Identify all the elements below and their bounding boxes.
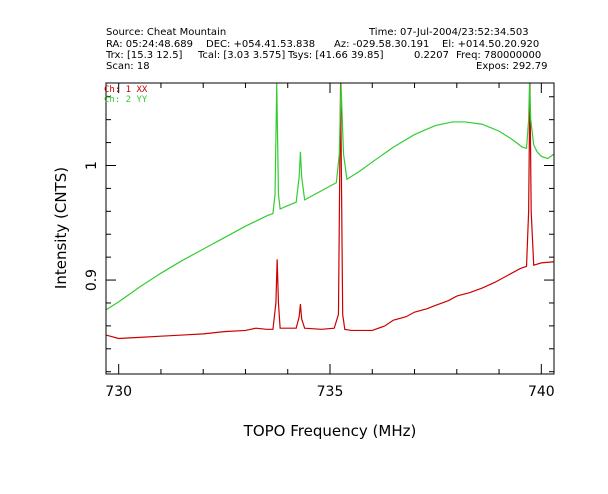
- header-tcal: Tcal: [3.03 3.575]: [198, 50, 286, 61]
- header-scan: Scan: 18: [106, 61, 150, 72]
- series-line-2: [106, 83, 554, 311]
- x-tick-label: 730: [105, 384, 132, 400]
- x-axis-label: TOPO Frequency (MHz): [243, 422, 417, 440]
- x-tick-label: 740: [528, 384, 555, 400]
- header-source: Source: Cheat Mountain: [106, 27, 227, 38]
- header-ra: RA: 05:24:48.689: [106, 39, 193, 50]
- legend-entry: Ch: 1 XX: [104, 85, 148, 95]
- series-layer: [106, 83, 554, 340]
- header-az: Az: -029.58.30.191: [334, 39, 430, 50]
- header-time: Time: 07-Jul-2004/23:52:34.503: [369, 27, 529, 38]
- header-tsys-overlap: 0.2207: [414, 50, 449, 61]
- header-dec: DEC: +054.41.53.838: [206, 39, 316, 50]
- header-el: El: +014.50.20.920: [442, 39, 540, 50]
- y-tick-label: 1: [84, 161, 100, 170]
- tick-layer: 730 735 740 0.9 1: [84, 83, 555, 400]
- y-tick-label: 0.9: [84, 269, 100, 291]
- header-expos: Expos: 292.79: [476, 61, 548, 72]
- y-axis-label: Intensity (CNTS): [52, 167, 70, 289]
- x-tick-label: 735: [317, 384, 344, 400]
- legend-entry: Ch: 2 YY: [104, 95, 148, 105]
- series-line-1: [106, 83, 554, 340]
- header-tsys: Tsys: [41.66 39.85]: [288, 50, 384, 61]
- header-trx: Trx: [15.3 12.5]: [106, 50, 183, 61]
- header-freq: Freq: 780000000: [456, 50, 542, 61]
